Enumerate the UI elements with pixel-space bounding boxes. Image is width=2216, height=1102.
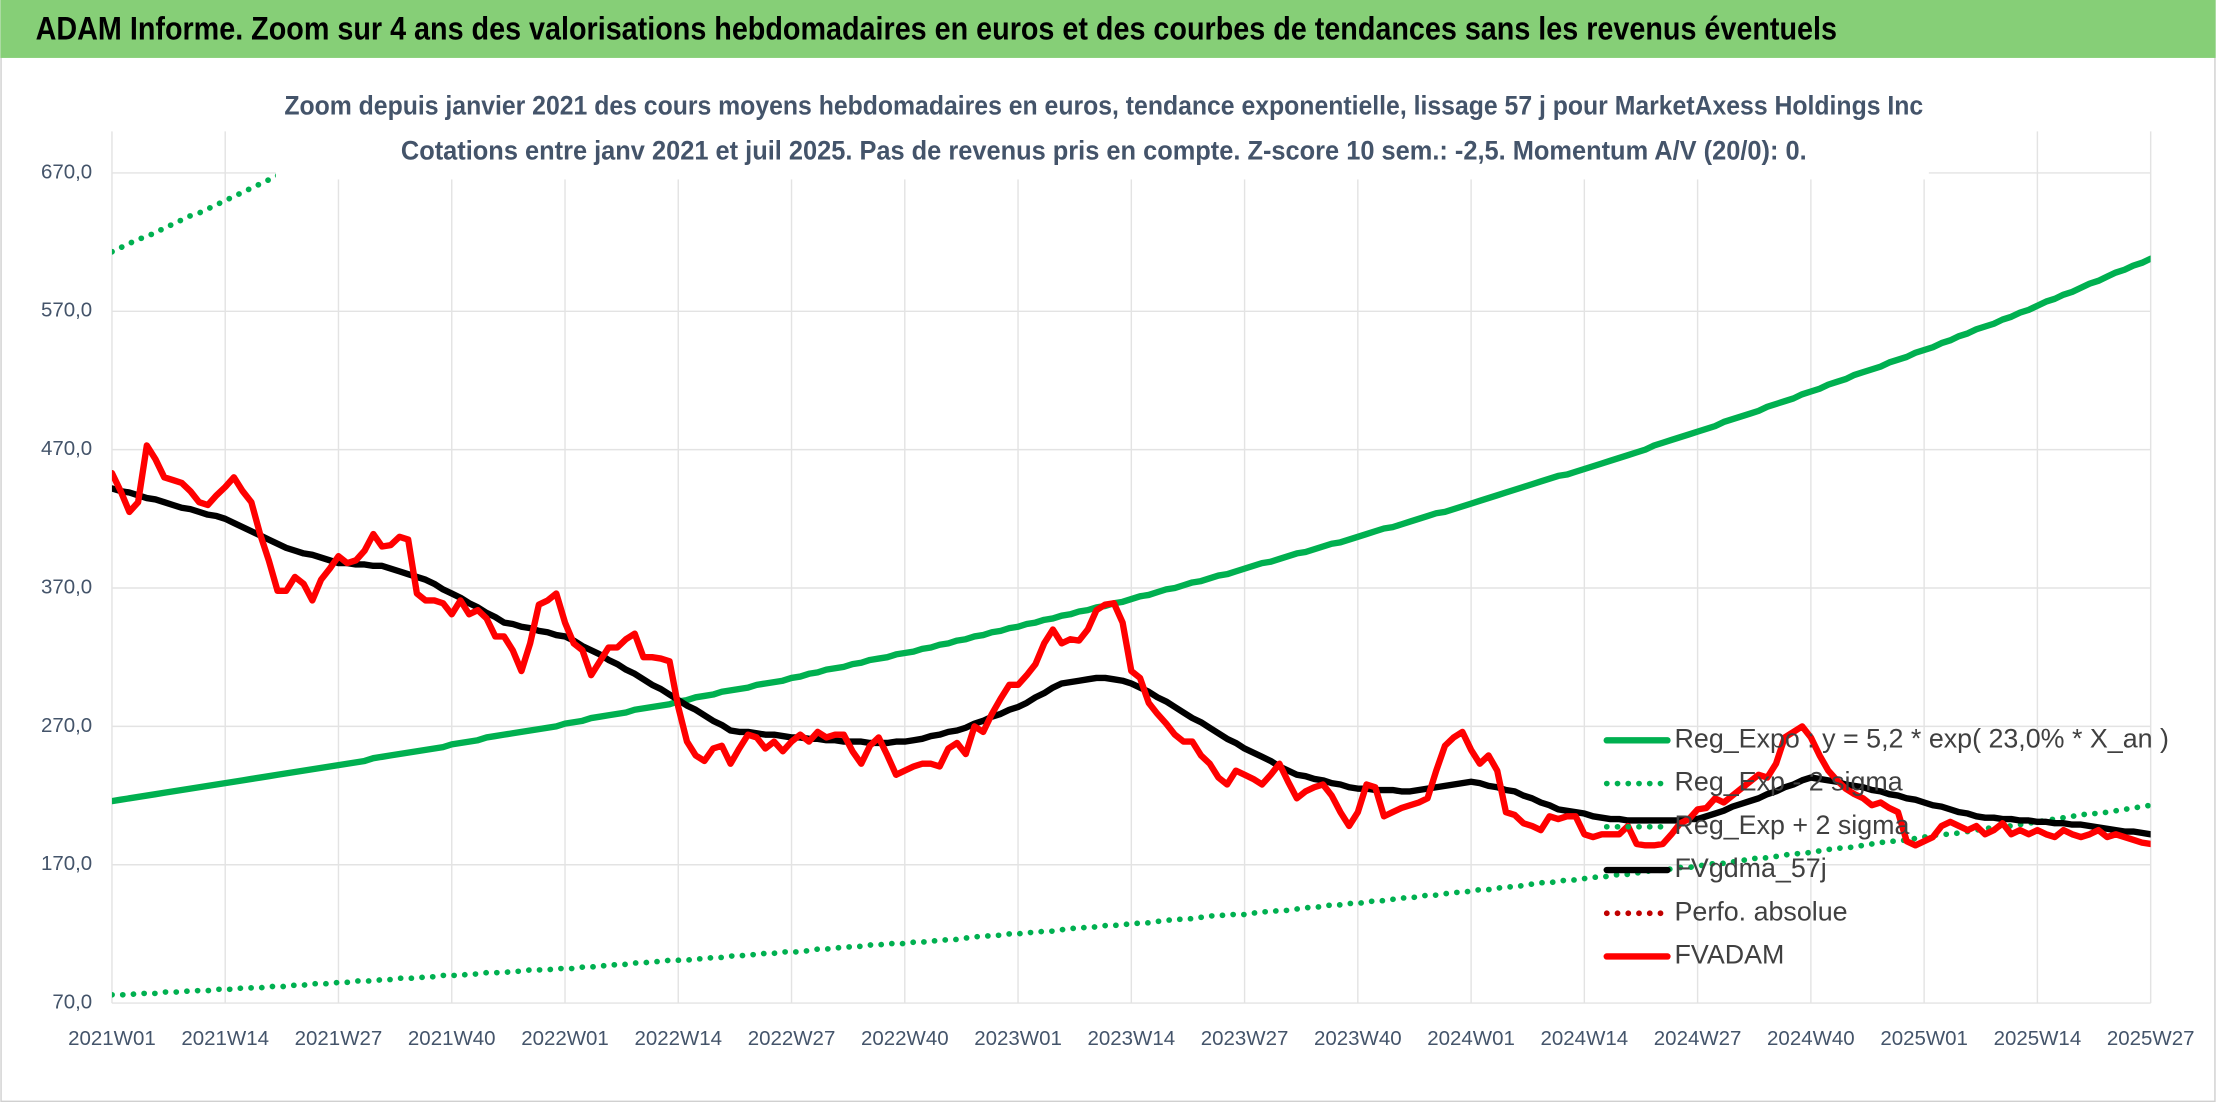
legend-label: FVADAM [1675, 940, 1785, 970]
legend-label: Reg_Exp + 2 sigma [1675, 810, 1910, 840]
chart-title: ADAM Informe. Zoom sur 4 ans des valoris… [36, 11, 1837, 47]
y-tick-label: 570,0 [41, 299, 92, 322]
y-tick-label: 370,0 [41, 575, 92, 598]
x-tick-label: 2022W27 [748, 1027, 836, 1050]
x-tick-label: 2025W01 [1880, 1027, 1968, 1050]
chart-subtitle: Zoom depuis janvier 2021 des cours moyen… [284, 90, 1923, 120]
line-series [111, 485, 2151, 838]
x-tick-label: 2022W01 [521, 1027, 609, 1050]
subtitle-box [275, 80, 1929, 180]
y-tick-label: 270,0 [41, 714, 92, 737]
x-tick-label: 2024W27 [1654, 1027, 1742, 1050]
legend: Reg_Expo : y = 5,2 * exp( 23,0% * X_an )… [1603, 723, 2169, 970]
x-tick-label: 2021W01 [68, 1027, 156, 1050]
line-series [111, 442, 2151, 849]
x-tick-label: 2025W14 [1994, 1027, 2082, 1050]
banner [0, 0, 2216, 58]
line-series [111, 802, 2151, 998]
x-tick-label: 2021W14 [181, 1027, 269, 1050]
chart-subtitle: Cotations entre janv 2021 et juil 2025. … [401, 136, 1807, 166]
grid [111, 131, 2152, 1004]
line-series [111, 255, 2151, 805]
x-tick-label: 2024W40 [1767, 1027, 1855, 1050]
x-tick-label: 2025W27 [2107, 1027, 2195, 1050]
legend-label: Perfo. absolue [1675, 896, 1848, 926]
y-tick-label: 470,0 [41, 437, 92, 460]
x-tick-label: 2023W01 [974, 1027, 1062, 1050]
x-tick-label: 2023W14 [1087, 1027, 1175, 1050]
legend-label: Reg_Expo : y = 5,2 * exp( 23,0% * X_an ) [1675, 723, 2169, 753]
x-tick-label: 2021W27 [295, 1027, 383, 1050]
x-tick-label: 2023W27 [1201, 1027, 1289, 1050]
y-tick-label: 170,0 [41, 852, 92, 875]
x-tick-label: 2022W14 [634, 1027, 722, 1050]
x-tick-label: 2023W40 [1314, 1027, 1402, 1050]
y-tick-label: 70,0 [52, 991, 92, 1014]
x-tick-label: 2024W14 [1541, 1027, 1629, 1050]
plot-lines [111, 131, 2151, 998]
x-tick-label: 2024W01 [1427, 1027, 1515, 1050]
legend-label: Reg_Exp - 2 sigma [1675, 767, 1903, 797]
x-tick-label: 2021W40 [408, 1027, 496, 1050]
y-tick-label: 670,0 [41, 160, 92, 183]
legend-label: FVgdma_57j [1675, 853, 1827, 883]
x-tick-label: 2022W40 [861, 1027, 949, 1050]
